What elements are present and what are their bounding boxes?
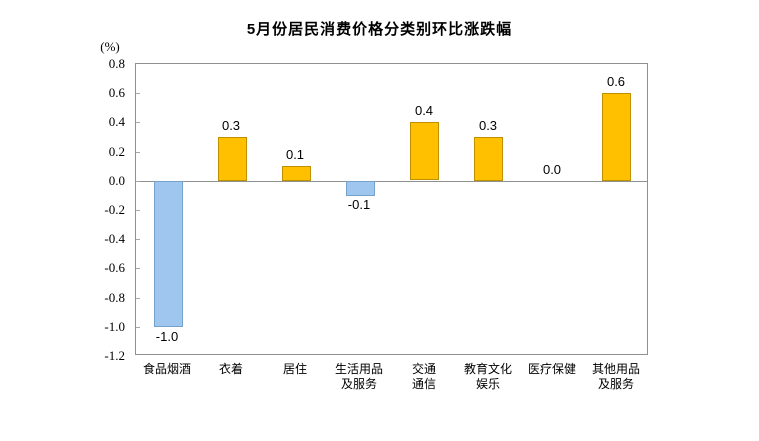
bar-7: [602, 93, 631, 181]
y-tick-label: 0.8: [108, 56, 125, 71]
x-category-label-5: 教育文化 娱乐: [463, 362, 513, 391]
y-tick-mark: [136, 239, 140, 240]
data-label-6: 0.0: [542, 162, 562, 177]
y-tick-mark: [136, 152, 140, 153]
y-tick-mark: [136, 327, 140, 328]
data-label-4: 0.4: [414, 103, 434, 118]
x-category-label-1: 衣着: [218, 362, 244, 376]
bar-2: [282, 166, 311, 181]
y-tick-label: 0.0: [108, 173, 125, 188]
data-label-7: 0.6: [606, 74, 626, 89]
y-tick-label: -0.4: [104, 231, 125, 246]
y-tick-mark: [136, 268, 140, 269]
x-category-label-7: 其他用品 及服务: [591, 362, 641, 391]
bar-3: [346, 181, 375, 196]
bar-0: [154, 181, 183, 327]
plot-area: [135, 63, 648, 355]
y-tick-mark: [136, 122, 140, 123]
y-tick-label: -1.2: [104, 348, 125, 363]
y-tick-mark: [136, 210, 140, 211]
data-label-2: 0.1: [285, 147, 305, 162]
bar-5: [474, 137, 503, 181]
data-label-0: -1.0: [155, 329, 179, 344]
y-tick-mark: [136, 181, 140, 182]
bar-1: [218, 137, 247, 181]
bar-4: [410, 122, 439, 180]
y-tick-label: -1.0: [104, 319, 125, 334]
y-tick-label: 0.4: [108, 114, 125, 129]
y-tick-label: -0.8: [104, 290, 125, 305]
data-label-3: -0.1: [347, 197, 371, 212]
x-category-label-6: 医疗保健: [527, 362, 577, 376]
y-tick-label: -0.2: [104, 202, 125, 217]
y-axis-unit-label: (%): [100, 39, 120, 54]
zero-axis-line: [136, 181, 647, 182]
x-category-label-4: 交通 通信: [411, 362, 437, 391]
x-category-label-0: 食品烟酒: [142, 362, 192, 376]
y-tick-mark: [136, 298, 140, 299]
x-category-label-2: 居住: [282, 362, 308, 376]
data-label-5: 0.3: [478, 118, 498, 133]
y-tick-mark: [136, 93, 140, 94]
chart-title: 5月份居民消费价格分类别环比涨跌幅: [246, 21, 513, 38]
y-tick-label: 0.2: [108, 144, 125, 159]
data-label-1: 0.3: [221, 118, 241, 133]
x-category-label-3: 生活用品 及服务: [334, 362, 384, 391]
y-tick-label: -0.6: [104, 260, 125, 275]
y-tick-label: 0.6: [108, 85, 125, 100]
